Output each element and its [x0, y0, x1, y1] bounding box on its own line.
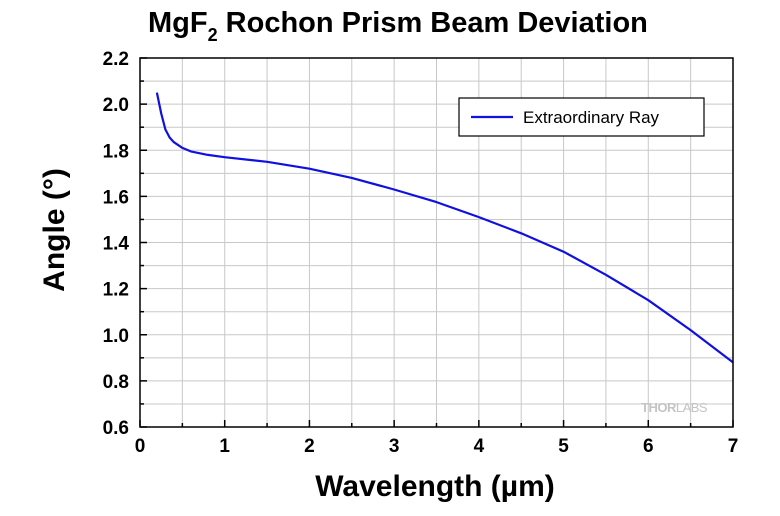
chart-title: MgF2 Rochon Prism Beam Deviation	[148, 7, 648, 45]
y-tick-label: 2.0	[103, 95, 129, 116]
legend: Extraordinary Ray	[458, 97, 705, 137]
y-tick-label: 1.8	[103, 141, 129, 162]
y-tick-labels: 0.6 0.8 1.0 1.2 1.4 1.6 1.8 2.0 2.2	[103, 49, 130, 439]
y-tick-label: 1.6	[103, 187, 129, 208]
y-tick-label: 0.6	[103, 418, 129, 439]
x-axis-title: Wavelength (µm)	[315, 470, 555, 503]
y-axis-title: Angle (°)	[38, 168, 71, 292]
watermark-logo: THORLABS	[641, 400, 708, 415]
y-tick-label: 1.4	[103, 234, 130, 255]
y-tick-label: 2.2	[103, 49, 129, 70]
chart-title-subscript: 2	[208, 25, 218, 45]
x-tick-label: 6	[643, 436, 654, 457]
y-tick-label: 1.0	[103, 326, 129, 347]
x-tick-label: 3	[389, 436, 400, 457]
x-tick-label: 7	[728, 436, 739, 457]
x-tick-label: 2	[304, 436, 315, 457]
tick-marks	[139, 57, 734, 428]
chart-title-main: MgF	[148, 7, 208, 39]
x-tick-labels: 0 1 2 3 4 5 6 7	[135, 436, 739, 457]
x-tick-label: 1	[219, 436, 230, 457]
x-tick-label: 4	[474, 436, 485, 457]
x-tick-label: 0	[135, 436, 146, 457]
y-tick-label: 1.2	[103, 280, 129, 301]
chart-title-rest: Rochon Prism Beam Deviation	[218, 7, 648, 39]
x-tick-label: 5	[558, 436, 569, 457]
y-tick-label: 0.8	[103, 372, 129, 393]
series-layer	[155, 92, 734, 364]
series-line-extraordinary-ray	[155, 92, 734, 364]
legend-label: Extraordinary Ray	[523, 108, 660, 127]
